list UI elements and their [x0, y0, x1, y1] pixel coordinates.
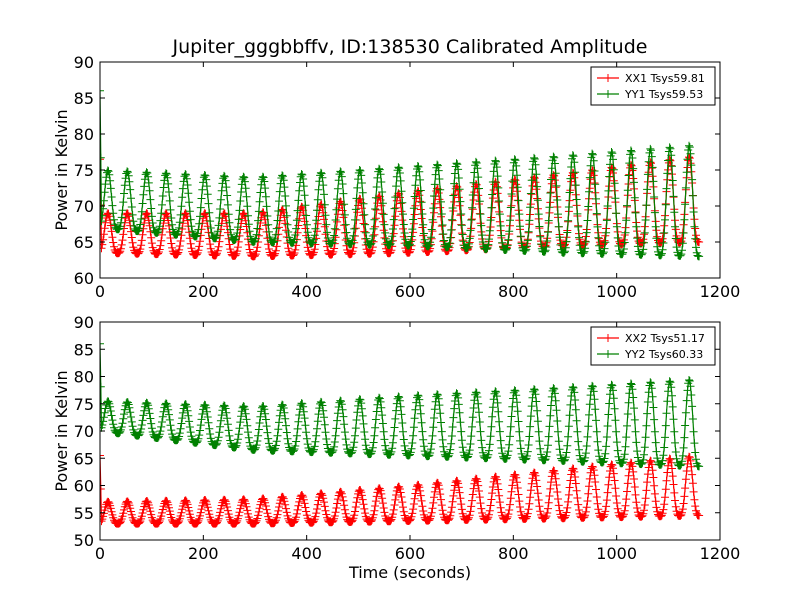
bottom-x-tick-label: 400: [291, 544, 322, 563]
top-y-axis-label: Power in Kelvin: [52, 109, 71, 230]
top-x-tick-label: 200: [188, 282, 219, 301]
top-legend: XX1 Tsys59.81 YY1 Tsys59.53: [590, 66, 716, 106]
top-legend-label-1: XX1 Tsys59.81: [625, 72, 705, 85]
top-ticks: 0 200 400 600 800 1000 1200 60 65 70 75 80 85 90: [74, 53, 741, 301]
bottom-y-tick-label: 80: [74, 368, 94, 387]
bottom-series-1-markers: [100, 451, 704, 528]
top-legend-marker-1: [604, 74, 612, 82]
bottom-series-2-markers: [100, 339, 704, 471]
top-x-tick-label: 800: [498, 282, 529, 301]
bottom-legend-marker-1: [604, 334, 612, 342]
top-y-tick-label: 90: [74, 53, 94, 72]
bottom-legend-box: [590, 326, 716, 366]
bottom-y-axis-label: Power in Kelvin: [52, 370, 71, 491]
top-x-tick-label: 600: [395, 282, 426, 301]
bottom-legend-label-2: YY2 Tsys60.33: [624, 348, 703, 361]
bottom-y-tick-label: 60: [74, 477, 94, 496]
top-y-tick-label: 75: [74, 161, 94, 180]
bottom-legend-marker-2: [604, 350, 612, 358]
top-series-2-markers: [100, 86, 704, 261]
bottom-y-tick-label: 70: [74, 422, 94, 441]
bottom-legend-entry-2: YY2 Tsys60.33: [597, 348, 703, 361]
bottom-x-tick-label: 800: [498, 544, 529, 563]
top-x-tick-label: 1000: [596, 282, 637, 301]
top-x-tick-label: 1200: [700, 282, 741, 301]
figure-title: Jupiter_gggbbffv, ID:138530 Calibrated A…: [172, 36, 648, 58]
bottom-series-1: [100, 451, 704, 528]
bottom-x-tick-label: 600: [395, 544, 426, 563]
top-x-tick-label: 0: [95, 282, 105, 301]
top-legend-entry-1: XX1 Tsys59.81: [597, 72, 705, 85]
bottom-x-tick-label: 200: [188, 544, 219, 563]
top-plot-lines: [100, 86, 704, 261]
top-series-2: [100, 86, 704, 261]
bottom-x-tick-label: 1000: [596, 544, 637, 563]
bottom-legend-entry-1: XX2 Tsys51.17: [597, 332, 705, 345]
top-legend-box: [590, 66, 716, 106]
bottom-y-tick-label: 90: [74, 313, 94, 332]
bottom-y-tick-label: 75: [74, 395, 94, 414]
bottom-legend-label-1: XX2 Tsys51.17: [625, 332, 705, 345]
bottom-y-tick-label: 65: [74, 449, 94, 468]
bottom-plot-lines: [100, 339, 704, 528]
bottom-legend: XX2 Tsys51.17 YY2 Tsys60.33: [590, 326, 716, 366]
top-y-tick-label: 70: [74, 197, 94, 216]
top-legend-entry-2: YY1 Tsys59.53: [597, 88, 703, 101]
top-y-tick-label: 65: [74, 233, 94, 252]
top-legend-label-2: YY1 Tsys59.53: [624, 88, 703, 101]
top-y-tick-label: 80: [74, 125, 94, 144]
bottom-panel: 0 200 400 600 800 1000 1200505560657075808590 …: [52, 313, 740, 582]
top-y-tick-label: 85: [74, 89, 94, 108]
x-axis-label: Time (seconds): [348, 563, 471, 582]
bottom-y-tick-label: 50: [74, 531, 94, 550]
bottom-ticks: 0 200 400 600 800 1000 1200 50 55 60 65 70 75 80 85 90: [74, 313, 741, 563]
top-x-tick-label: 400: [291, 282, 322, 301]
bottom-series-2: [100, 339, 704, 471]
bottom-y-tick-label: 55: [74, 504, 94, 523]
top-y-tick-label: 60: [74, 269, 94, 288]
bottom-x-tick-label: 0: [95, 544, 105, 563]
top-legend-marker-2: [604, 90, 612, 98]
bottom-x-tick-label: 1200: [700, 544, 741, 563]
bottom-y-tick-label: 85: [74, 340, 94, 359]
top-panel: 0 200 400 600 800 1000 1200 60 65 70 75 80 85 90 Powe…: [52, 53, 740, 301]
